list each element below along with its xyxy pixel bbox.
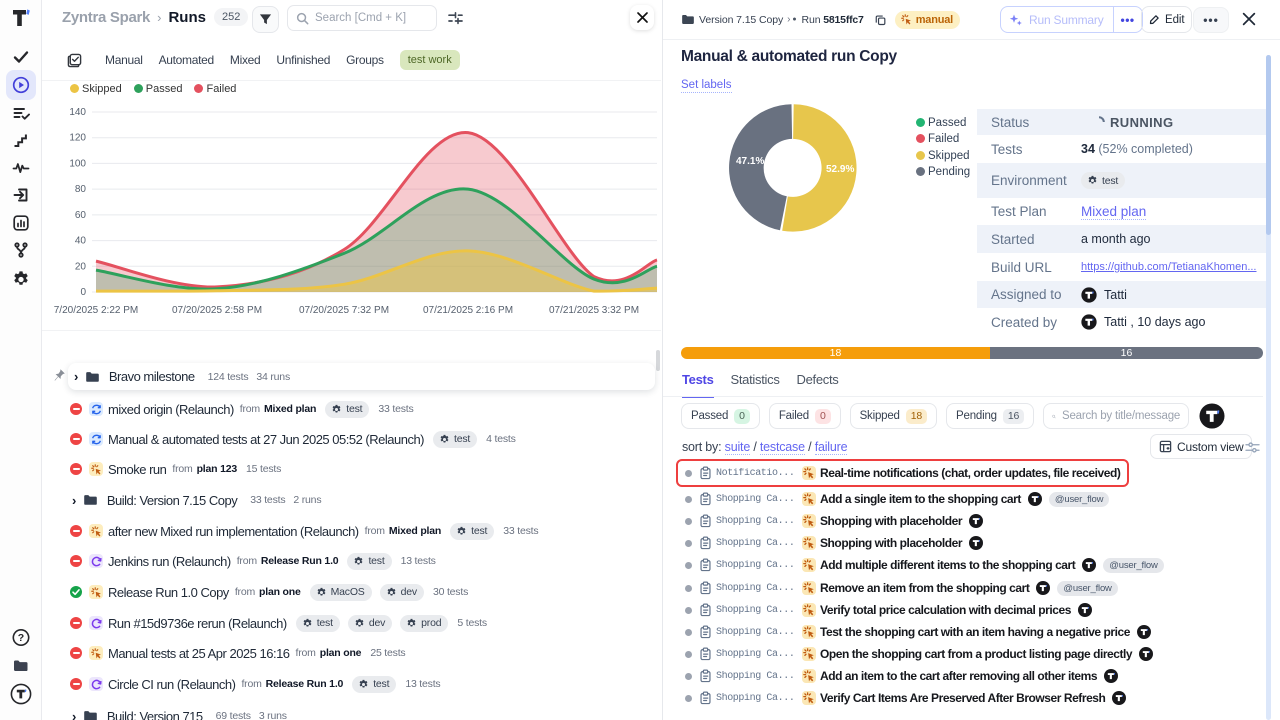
svg-text:20: 20 <box>75 261 87 272</box>
svg-text:100: 100 <box>69 158 86 169</box>
svg-text:0: 0 <box>80 287 86 298</box>
svg-text:60: 60 <box>75 210 87 221</box>
svg-text:07/20/2025 2:58 PM: 07/20/2025 2:58 PM <box>172 305 262 316</box>
svg-text:120: 120 <box>69 133 86 144</box>
svg-text:07/21/2025 3:32 PM: 07/21/2025 3:32 PM <box>549 305 639 316</box>
svg-text:140: 140 <box>69 107 86 118</box>
svg-text:7/20/2025 2:22 PM: 7/20/2025 2:22 PM <box>54 305 139 316</box>
svg-text:80: 80 <box>75 184 87 195</box>
svg-text:07/21/2025 2:16 PM: 07/21/2025 2:16 PM <box>423 305 513 316</box>
svg-text:?: ? <box>17 632 23 644</box>
svg-text:52.9%: 52.9% <box>826 164 854 175</box>
svg-text:40: 40 <box>75 236 87 247</box>
svg-text:47.1%: 47.1% <box>736 156 764 167</box>
svg-text:07/20/2025 7:32 PM: 07/20/2025 7:32 PM <box>299 305 389 316</box>
